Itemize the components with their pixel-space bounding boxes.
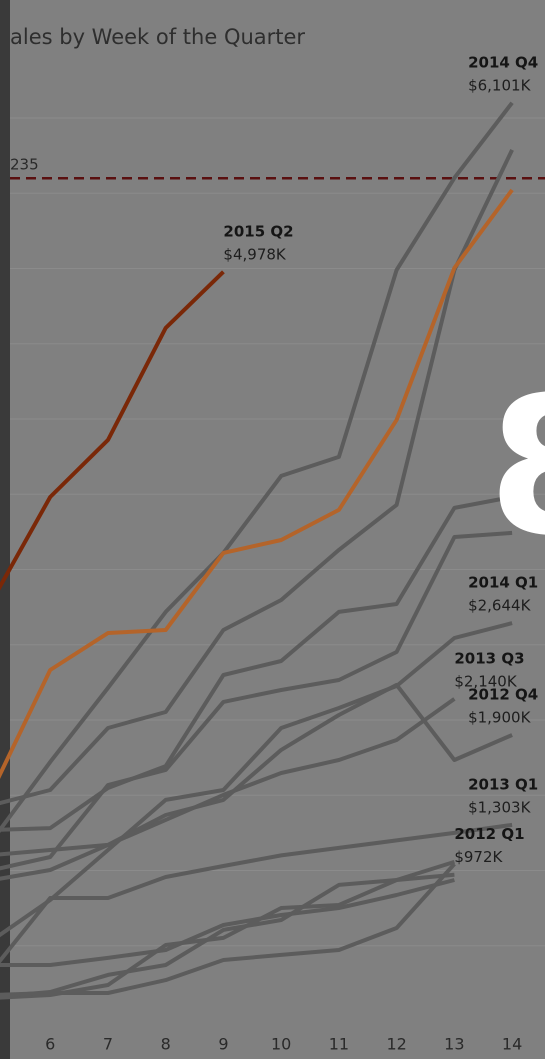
series-line xyxy=(0,495,513,832)
series-line xyxy=(0,530,513,871)
end-label: 2015 Q2 xyxy=(223,222,293,240)
end-value-label: $1,303K xyxy=(468,798,531,816)
x-tick-label: 11 xyxy=(329,1035,349,1054)
overlay-number: 8 xyxy=(488,356,545,577)
x-tick-label: 12 xyxy=(386,1035,406,1054)
series-line xyxy=(0,697,456,857)
series-line xyxy=(0,862,456,997)
series-line xyxy=(0,878,455,967)
x-tick-label: 8 xyxy=(161,1035,171,1054)
end-value-label: $1,900K xyxy=(468,709,531,727)
end-label: 2013 Q3 xyxy=(454,649,524,667)
end-value-label: $4,978K xyxy=(223,245,286,263)
end-label: 2014 Q4 xyxy=(468,53,538,71)
reference-label: 235 xyxy=(10,156,39,174)
x-tick-label: 9 xyxy=(218,1035,228,1054)
series-line xyxy=(0,621,513,938)
x-tick-label: 10 xyxy=(271,1035,291,1054)
series-line xyxy=(0,859,455,999)
series-line xyxy=(0,822,513,964)
x-tick-label: 14 xyxy=(502,1035,522,1054)
end-label: 2012 Q4 xyxy=(468,686,538,704)
x-tick-label: 13 xyxy=(444,1035,464,1054)
series-line xyxy=(0,101,514,834)
end-value-label: $6,101K xyxy=(468,76,531,94)
series-line xyxy=(0,270,225,591)
chart-title: ales by Week of the Quarter xyxy=(10,25,305,49)
x-tick-label: 7 xyxy=(103,1035,113,1054)
end-label: 2014 Q1 xyxy=(468,574,538,592)
x-tick-label: 6 xyxy=(45,1035,55,1054)
end-label: 2012 Q1 xyxy=(454,825,524,843)
end-label: 2013 Q1 xyxy=(468,775,538,793)
end-value-label: $2,644K xyxy=(468,597,531,615)
left-strip xyxy=(0,0,10,1059)
series-line xyxy=(0,188,514,780)
end-value-label: $972K xyxy=(454,848,503,866)
end-value-label: $2,140K xyxy=(454,672,517,690)
series-line xyxy=(0,682,513,881)
series-line xyxy=(0,149,514,806)
